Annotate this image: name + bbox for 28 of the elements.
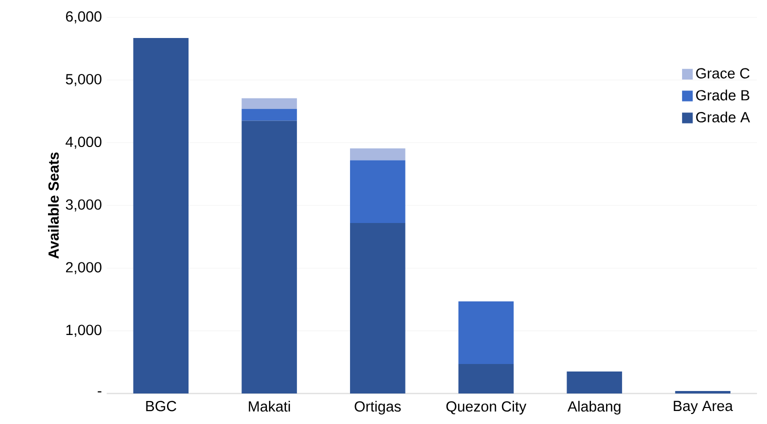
y-tick-label: - <box>98 391 102 392</box>
legend-label: Grade A <box>696 112 750 122</box>
bar <box>242 98 297 109</box>
bar <box>350 160 406 223</box>
y-axis-title: Available Seats <box>48 152 59 259</box>
bar <box>242 108 297 121</box>
y-tick-label: 2,000 <box>66 262 102 274</box>
bar <box>133 38 189 394</box>
x-tick-label: Makati <box>248 400 290 412</box>
bar <box>566 371 622 394</box>
bar <box>350 148 406 160</box>
y-tick-label: 3,000 <box>66 199 102 212</box>
legend-label: Grace C <box>696 68 750 78</box>
bar <box>242 120 297 394</box>
y-tick-label: 6,000 <box>66 11 102 24</box>
bar <box>458 364 514 394</box>
x-tick-label: Quezon City <box>446 400 526 414</box>
bar <box>458 301 514 364</box>
y-tick-label: 1,000 <box>66 324 102 337</box>
y-tick-label: 5,000 <box>66 74 102 86</box>
x-tick-label: Alabang <box>568 400 620 414</box>
x-tick-label: BGC <box>146 400 176 412</box>
bar <box>350 222 406 394</box>
legend-label: Grade B <box>696 90 750 100</box>
x-tick-label: Ortigas <box>354 400 401 414</box>
x-tick-label: Bay Area <box>674 400 733 414</box>
y-tick-label: 4,000 <box>66 136 102 149</box>
bar <box>675 390 730 394</box>
